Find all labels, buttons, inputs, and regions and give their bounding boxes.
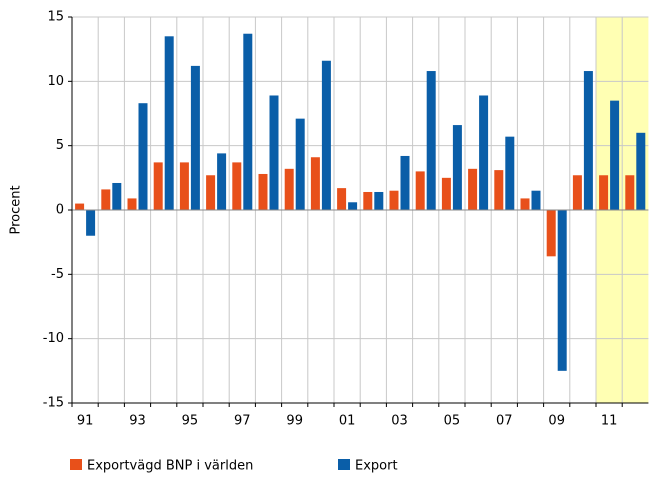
x-tick-label: 93 xyxy=(129,414,146,429)
x-tick-label: 99 xyxy=(286,414,303,429)
bar xyxy=(400,155,410,210)
bar xyxy=(138,103,148,210)
x-tick-label: 91 xyxy=(77,414,94,429)
bar xyxy=(232,162,242,210)
x-tick-label: 01 xyxy=(339,414,356,429)
bar xyxy=(153,162,163,210)
bar xyxy=(505,136,515,210)
legend-swatch xyxy=(338,459,350,470)
x-tick-label: 97 xyxy=(234,414,251,429)
legend-label: Export xyxy=(355,459,398,474)
bar xyxy=(269,95,279,210)
bar xyxy=(284,168,294,210)
bar xyxy=(546,210,556,257)
x-tick-label: 95 xyxy=(182,414,199,429)
bar xyxy=(348,202,358,210)
bar xyxy=(101,189,111,210)
bar xyxy=(426,71,436,210)
bar xyxy=(363,191,373,210)
bar xyxy=(75,203,85,210)
x-tick-label: 07 xyxy=(496,414,513,429)
y-tick-label: -10 xyxy=(43,331,64,346)
bar xyxy=(337,188,347,210)
bar xyxy=(190,65,200,210)
bar xyxy=(295,118,305,210)
bar xyxy=(179,162,189,210)
bar xyxy=(206,175,216,210)
bar xyxy=(112,182,122,210)
bar xyxy=(441,177,451,210)
y-tick-label: 10 xyxy=(47,74,64,89)
bar xyxy=(557,210,567,371)
bar xyxy=(468,168,478,210)
x-tick-label: 11 xyxy=(601,414,618,429)
bar xyxy=(599,175,609,210)
y-tick-label: 0 xyxy=(56,203,64,218)
bar xyxy=(374,191,384,210)
y-tick-label: 5 xyxy=(56,138,64,153)
bar xyxy=(86,210,96,236)
legend-swatch xyxy=(70,459,82,470)
y-axis-label: Procent xyxy=(9,185,24,234)
x-tick-label: 03 xyxy=(391,414,408,429)
bar xyxy=(610,100,620,210)
bar xyxy=(625,175,635,210)
y-tick-label: -15 xyxy=(43,396,64,411)
bar xyxy=(310,157,320,210)
bar xyxy=(321,60,331,210)
bar xyxy=(636,132,646,210)
bar xyxy=(389,190,399,210)
y-tick-label: -5 xyxy=(51,267,64,282)
bar xyxy=(127,198,137,210)
bar xyxy=(217,153,227,210)
bar xyxy=(520,198,530,210)
bar xyxy=(452,125,462,210)
x-tick-label: 05 xyxy=(444,414,461,429)
bar xyxy=(583,71,593,210)
bar xyxy=(415,171,425,210)
bar xyxy=(572,175,582,210)
x-tick-label: 09 xyxy=(548,414,565,429)
legend-label: Exportvägd BNP i världen xyxy=(87,459,253,474)
bar xyxy=(243,33,253,210)
bar xyxy=(164,36,174,210)
y-tick-label: 15 xyxy=(47,10,64,25)
bar xyxy=(494,170,504,210)
bar xyxy=(531,190,541,210)
bar xyxy=(479,95,489,210)
bar xyxy=(258,173,268,210)
